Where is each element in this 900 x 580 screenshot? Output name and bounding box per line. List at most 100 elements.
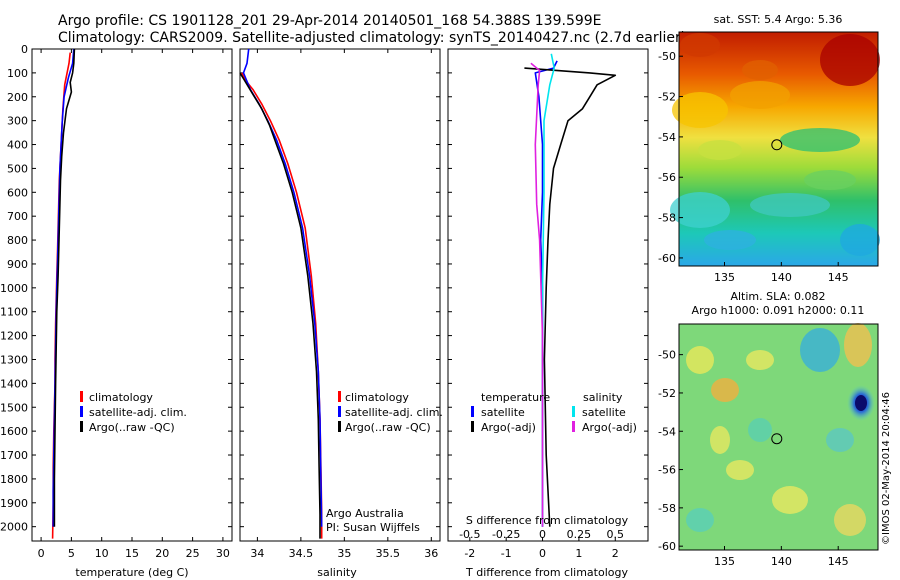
- sst-patch: [672, 92, 728, 128]
- sla-patch: [834, 504, 866, 536]
- x-tick-label: 36: [424, 547, 438, 560]
- s-diff-tick-label: -0.5: [459, 528, 480, 541]
- legend-label-t-satellite: satellite: [481, 406, 525, 419]
- map-y-tick-label: -60: [658, 252, 676, 265]
- temperature-legend: climatology satellite-adj. clim. Argo(..…: [80, 391, 187, 434]
- salinity-series: [239, 48, 323, 539]
- temperature-series: [51, 48, 76, 539]
- y-tick-label: 1700: [0, 449, 28, 462]
- figure-title-line1: Argo profile: CS 1901128_201 29-Apr-2014…: [58, 13, 602, 29]
- salinity-tick-labels: 34 34.5 35 35.5 36: [250, 49, 438, 560]
- legend-label-argo: Argo(..raw -QC): [89, 421, 175, 434]
- legend-swatch-t-satellite: [471, 406, 474, 417]
- y-tick-label: 1600: [0, 425, 28, 438]
- y-tick-label: 500: [7, 162, 28, 175]
- map-y-tick-label: -50: [658, 349, 676, 362]
- sla-patch: [800, 328, 840, 372]
- legend-label-s-argo: Argo(-adj): [582, 421, 637, 434]
- sst-map-frame: [678, 31, 879, 267]
- sla-patch: [772, 486, 808, 514]
- sst-patch: [820, 34, 880, 86]
- y-tick-label: 800: [7, 234, 28, 247]
- series-line-argo-raw-qc-: [53, 48, 76, 527]
- salinity-y-ticks: [240, 48, 440, 528]
- y-tick-label: 1800: [0, 473, 28, 486]
- salinity-legend: climatology satellite-adj. clim. Argo(..…: [338, 391, 443, 434]
- legend-label-s-satellite: satellite: [582, 406, 626, 419]
- sst-patch: [840, 224, 880, 256]
- sla-patch: [726, 460, 754, 480]
- y-tick-label: 2000: [0, 521, 28, 534]
- annotation-pi-name: PI: Susan Wijffels: [326, 521, 420, 534]
- sla-map-frame: [678, 323, 879, 551]
- y-tick-label: 1500: [0, 401, 28, 414]
- x-tick-label: -1: [501, 547, 512, 560]
- y-tick-label: 600: [7, 186, 28, 199]
- x-tick-label: 35.5: [376, 547, 401, 560]
- y-tick-label: 1200: [0, 330, 28, 343]
- series-line-temperature-argo-adj-: [524, 67, 617, 527]
- sla-map-title: Altim. SLA: 0.082: [730, 290, 825, 303]
- difference-legend: temperature salinity satellite Argo(-adj…: [471, 391, 637, 434]
- sst-field-patches: [670, 33, 880, 256]
- map-x-tick-label: 145: [828, 555, 849, 568]
- map-y-tick-label: -50: [658, 50, 676, 63]
- map-y-tick-label: -56: [658, 171, 676, 184]
- map-y-tick-label: -56: [658, 464, 676, 477]
- y-tick-label: 400: [7, 139, 28, 152]
- depth-tick-labels: 0 100 200 300 400 500 600 700 800 900 1000 1100 1200…: [0, 43, 232, 534]
- sla-map-panel: Altim. SLA: 0.082 Argo h1000: 0.091 h200…: [658, 290, 879, 568]
- x-tick-label: 30: [216, 547, 230, 560]
- y-tick-label: 1300: [0, 353, 28, 366]
- x-tick-label: 34: [250, 547, 264, 560]
- x-tick-label: 0: [38, 547, 45, 560]
- difference-series: [524, 53, 617, 527]
- s-diff-tick-label: 0.5: [607, 528, 625, 541]
- series-line-satellite-adj-clim-: [52, 48, 75, 527]
- y-tick-label: 200: [7, 91, 28, 104]
- legend-title-salinity: salinity: [583, 391, 623, 404]
- legend-label-climatology: climatology: [345, 391, 409, 404]
- temperature-tick-labels: 0 5 10 15 20 25 30: [38, 49, 230, 560]
- sla-patch: [710, 426, 730, 454]
- sst-patch: [780, 128, 860, 152]
- annotation-argo-australia: Argo Australia: [326, 507, 404, 520]
- y-tick-label: 900: [7, 258, 28, 271]
- s-diff-tick-label: -0.25: [492, 528, 520, 541]
- x-tick-label: 2: [612, 547, 619, 560]
- s-difference-tick-labels: -0.5 -0.25 0 0.25 0.5: [459, 528, 624, 541]
- x-tick-label: 0: [539, 547, 546, 560]
- map-x-tick-label: 145: [828, 271, 849, 284]
- series-line-salinity-satellite: [541, 53, 556, 527]
- legend-label-argo: Argo(..raw -QC): [345, 421, 431, 434]
- legend-title-temperature: temperature: [481, 391, 550, 404]
- map-y-tick-label: -58: [658, 502, 676, 515]
- x-tick-label: 20: [155, 547, 169, 560]
- series-line-satellite-adj-clim-: [242, 48, 323, 527]
- figure-title-line2: Climatology: CARS2009. Satellite-adjuste…: [58, 30, 686, 46]
- sst-patch: [670, 192, 730, 228]
- legend-swatch-argo: [80, 421, 83, 432]
- imos-timestamp: ©IMOS 02-May-2014 20:04:46: [881, 392, 892, 545]
- x-tick-label: 10: [95, 547, 109, 560]
- salinity-panel: 34 34.5 35 35.5 36 salinity climatology sate…: [239, 48, 443, 579]
- sst-latitude-ticks: -50 -52 -54 -56 -58 -60: [658, 50, 683, 265]
- y-tick-label: 0: [21, 43, 28, 56]
- legend-swatch-satellite-adj: [338, 406, 341, 417]
- legend-swatch-argo: [338, 421, 341, 432]
- legend-swatch-climatology: [80, 391, 83, 402]
- x-tick-label: 25: [186, 547, 200, 560]
- y-tick-label: 1400: [0, 377, 28, 390]
- x-tick-label: 34.5: [289, 547, 314, 560]
- t-difference-axis-label: T difference from climatology: [465, 566, 628, 579]
- y-tick-label: 1000: [0, 282, 28, 295]
- sst-patch: [680, 33, 720, 57]
- legend-swatch-climatology: [338, 391, 341, 402]
- temperature-panel: 0100200300400500600700800900100011001200…: [0, 43, 233, 579]
- series-line-argo-raw-qc-: [239, 72, 321, 539]
- sla-patch: [746, 350, 774, 370]
- sla-patch: [748, 418, 772, 442]
- map-y-tick-label: -60: [658, 540, 676, 553]
- x-tick-label: 15: [125, 547, 139, 560]
- temperature-axis-label: temperature (deg C): [75, 566, 188, 579]
